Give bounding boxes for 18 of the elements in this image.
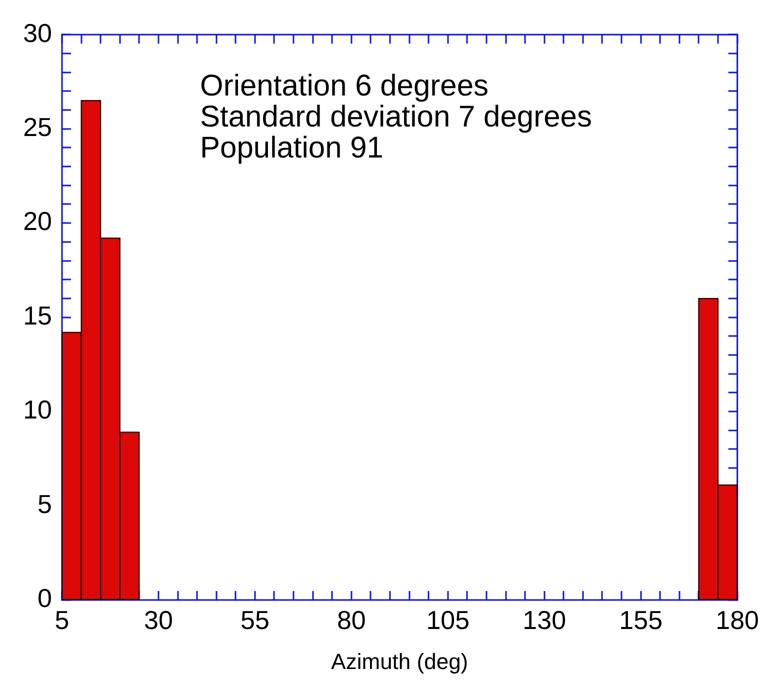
x-tick-label: 80 — [336, 604, 366, 635]
x-axis-title: Azimuth (deg) — [331, 648, 468, 674]
annotation: Orientation 6 degrees — [200, 70, 489, 103]
x-tick-label: 180 — [716, 604, 760, 635]
x-tick-label: 130 — [522, 604, 566, 635]
y-tick-label: 5 — [38, 488, 52, 519]
y-tick-label: 0 — [38, 583, 52, 614]
annotation: Standard deviation 7 degrees — [200, 100, 592, 134]
x-tick-label: 155 — [619, 604, 663, 635]
x-tick-label: 55 — [240, 604, 270, 635]
y-tick-label: 25 — [23, 112, 52, 142]
y-tick-label: 10 — [23, 394, 52, 425]
x-tick-label: 105 — [426, 604, 470, 635]
y-tick-label: 20 — [23, 206, 52, 236]
annotation: Population 91 — [200, 132, 384, 165]
y-tick-label: 15 — [23, 300, 52, 330]
x-tick-label: 30 — [144, 604, 173, 635]
y-tick-label: 30 — [23, 18, 52, 48]
